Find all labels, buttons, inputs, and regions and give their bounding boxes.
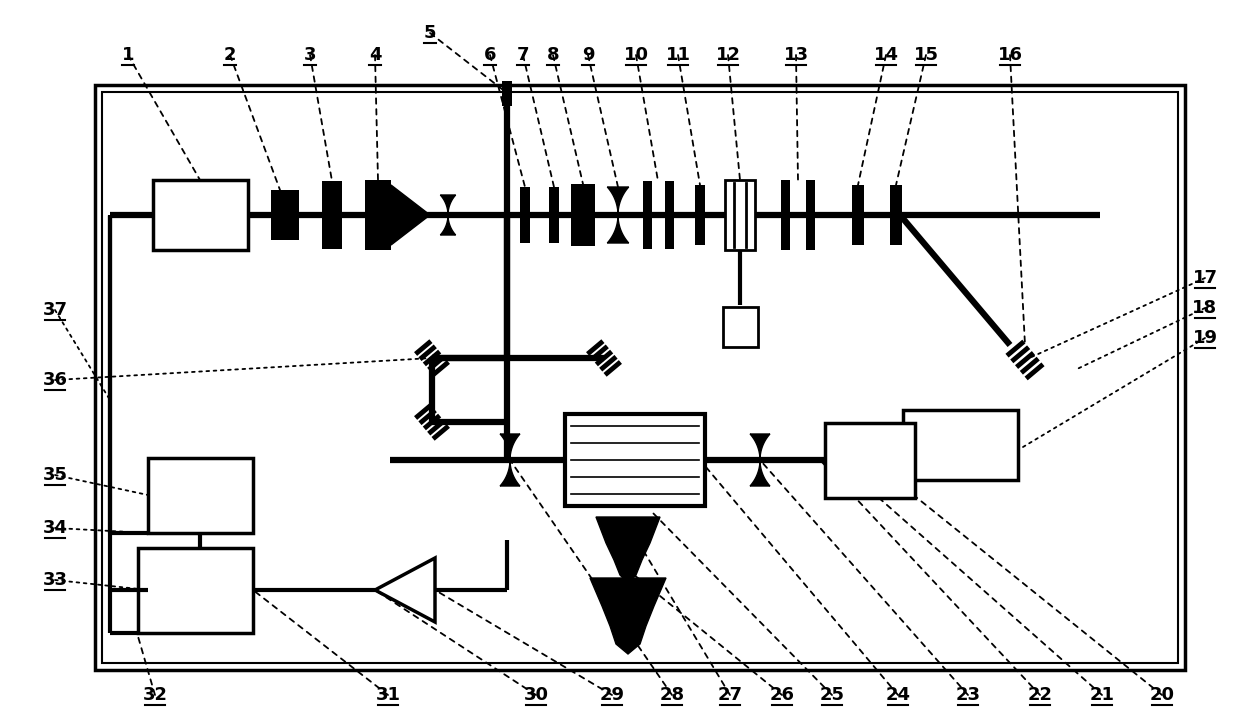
Bar bbox=[102, 92, 1178, 663]
Bar bbox=[272, 190, 299, 240]
Text: 4: 4 bbox=[368, 46, 381, 64]
Text: 9: 9 bbox=[582, 46, 594, 64]
Polygon shape bbox=[590, 578, 666, 654]
Bar bbox=[725, 180, 755, 250]
Bar bbox=[806, 180, 815, 250]
Text: 25: 25 bbox=[820, 686, 844, 704]
Bar bbox=[322, 181, 342, 249]
Bar bbox=[148, 457, 253, 532]
Text: 19: 19 bbox=[1193, 329, 1218, 347]
Polygon shape bbox=[391, 185, 430, 245]
Text: 2: 2 bbox=[223, 46, 237, 64]
Bar bbox=[903, 410, 1018, 480]
Text: 27: 27 bbox=[718, 686, 743, 704]
Text: 16: 16 bbox=[997, 46, 1023, 64]
Text: 14: 14 bbox=[873, 46, 899, 64]
Text: 31: 31 bbox=[376, 686, 401, 704]
Bar bbox=[153, 180, 248, 250]
Text: 37: 37 bbox=[42, 301, 67, 319]
Bar bbox=[520, 187, 529, 243]
Text: 11: 11 bbox=[666, 46, 691, 64]
Bar bbox=[95, 85, 1185, 670]
Bar bbox=[890, 185, 901, 245]
Text: 6: 6 bbox=[484, 46, 496, 64]
Text: 20: 20 bbox=[1149, 686, 1174, 704]
Text: 7: 7 bbox=[517, 46, 529, 64]
Bar bbox=[549, 187, 559, 243]
Text: 36: 36 bbox=[42, 371, 67, 389]
Text: 3: 3 bbox=[304, 46, 316, 64]
Bar bbox=[570, 184, 595, 246]
Polygon shape bbox=[608, 187, 629, 243]
Bar bbox=[365, 180, 391, 250]
Polygon shape bbox=[374, 558, 435, 622]
Text: 15: 15 bbox=[914, 46, 939, 64]
Text: 33: 33 bbox=[42, 571, 67, 589]
Bar bbox=[825, 423, 915, 497]
Text: 26: 26 bbox=[770, 686, 795, 704]
Bar bbox=[565, 414, 706, 506]
Bar bbox=[502, 81, 512, 105]
Text: 23: 23 bbox=[956, 686, 981, 704]
Text: 32: 32 bbox=[143, 686, 167, 704]
Text: 22: 22 bbox=[1028, 686, 1053, 704]
Text: 1: 1 bbox=[122, 46, 134, 64]
Text: 35: 35 bbox=[42, 466, 67, 484]
Bar bbox=[723, 307, 758, 347]
Bar bbox=[642, 181, 651, 249]
Text: 28: 28 bbox=[660, 686, 684, 704]
Text: 13: 13 bbox=[784, 46, 808, 64]
Polygon shape bbox=[440, 195, 455, 235]
Text: 8: 8 bbox=[547, 46, 559, 64]
Text: 21: 21 bbox=[1090, 686, 1115, 704]
Text: 24: 24 bbox=[885, 686, 910, 704]
Bar bbox=[138, 547, 253, 632]
Polygon shape bbox=[750, 434, 770, 486]
Bar bbox=[781, 180, 790, 250]
Bar bbox=[622, 585, 634, 600]
Text: 17: 17 bbox=[1193, 269, 1218, 287]
Polygon shape bbox=[500, 434, 520, 486]
Text: 18: 18 bbox=[1193, 299, 1218, 317]
Text: 10: 10 bbox=[624, 46, 649, 64]
Polygon shape bbox=[596, 517, 660, 583]
Bar bbox=[852, 185, 864, 245]
Bar bbox=[665, 181, 673, 249]
Text: 29: 29 bbox=[599, 686, 625, 704]
Text: 5: 5 bbox=[424, 24, 436, 42]
Text: 34: 34 bbox=[42, 519, 67, 537]
Text: 30: 30 bbox=[523, 686, 548, 704]
Bar bbox=[694, 185, 706, 245]
Text: 12: 12 bbox=[715, 46, 740, 64]
